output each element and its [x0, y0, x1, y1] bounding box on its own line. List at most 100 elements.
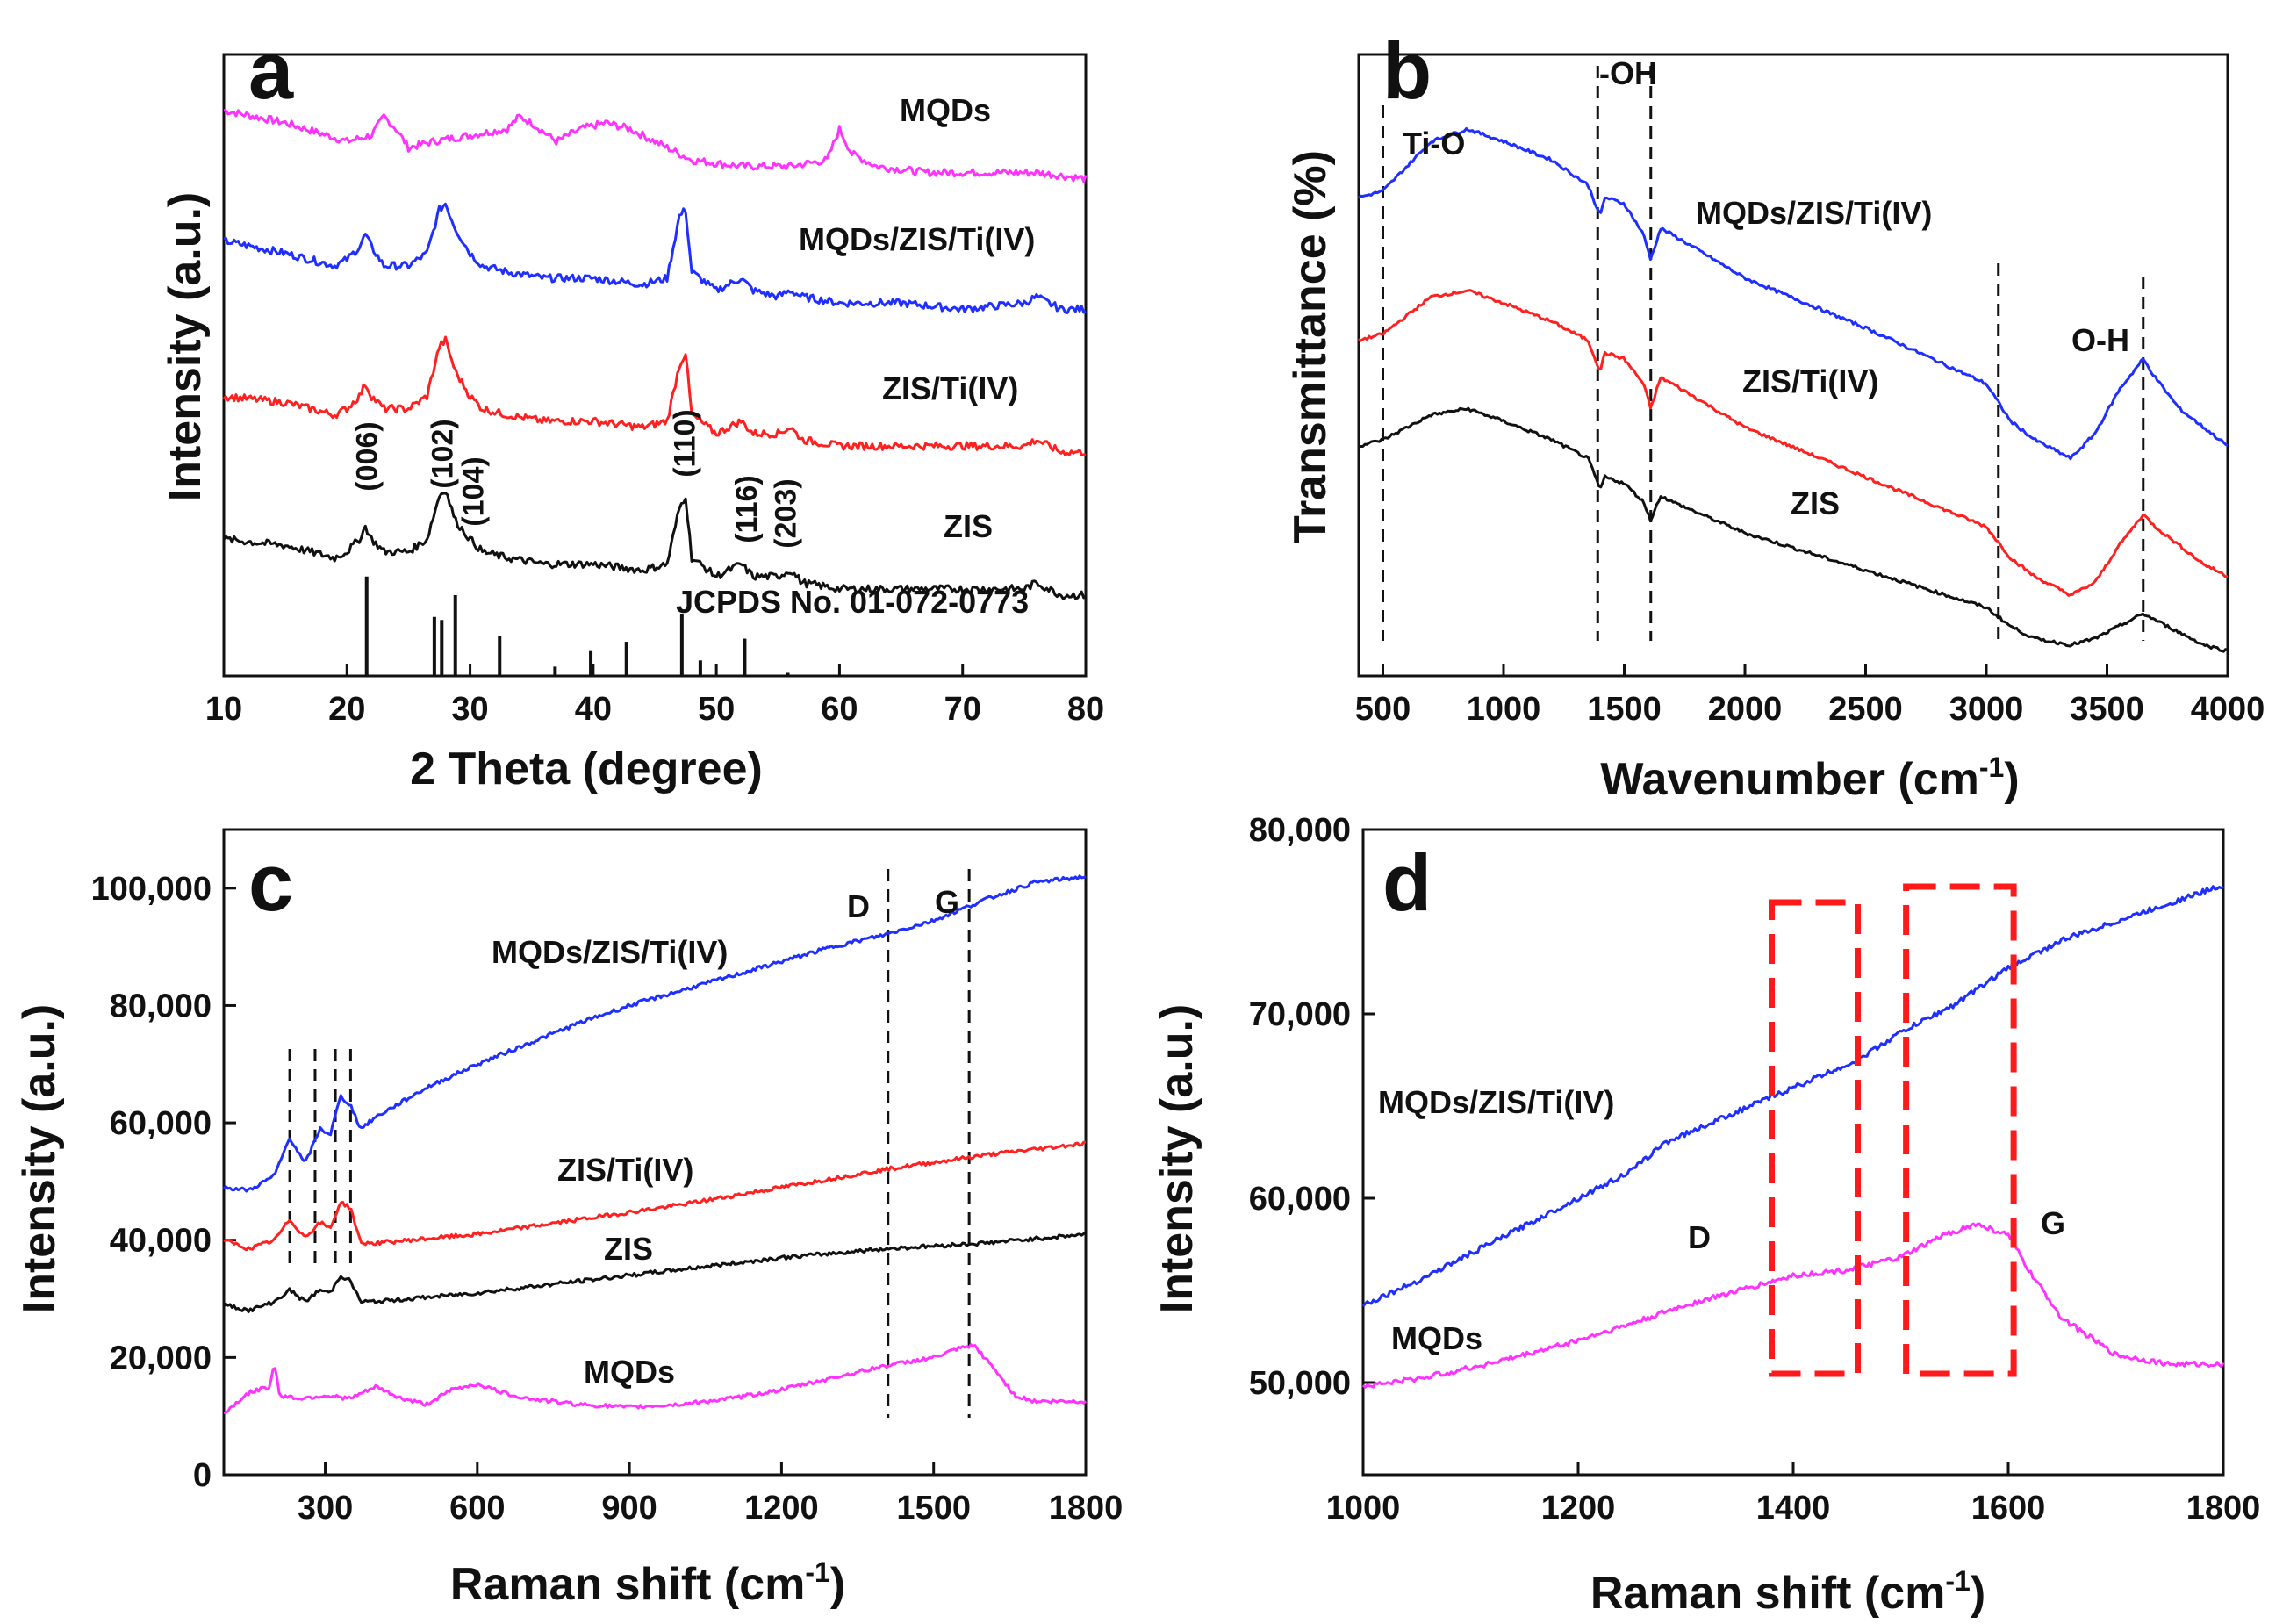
y-tick-label: 40,000	[110, 1223, 212, 1260]
legend-label-zis-ti: ZIS/Ti(IV)	[882, 370, 1018, 406]
legend-d-mqds: MQDs	[1391, 1320, 1482, 1356]
legend-b-zis-ti: ZIS/Ti(IV)	[1742, 363, 1878, 399]
panel-c-xlabel: Raman shift (cm-1)	[450, 1556, 845, 1610]
panel-c-ylabel: Intensity (a.u.)	[14, 1004, 65, 1313]
panel-b-ylabel: Transmittance (%)	[1285, 150, 1336, 543]
peak-label: (102)	[426, 419, 459, 488]
x-tick-label: 600	[449, 1490, 505, 1527]
y-tick-label: 20,000	[110, 1340, 212, 1376]
series-line-mqds	[1361, 1222, 2225, 1389]
panel-d-label: d	[1382, 838, 1432, 928]
highlight-box	[1769, 899, 1861, 1377]
legend-c-mqds-zis-ti: MQDs/ZIS/Ti(IV)	[492, 934, 728, 970]
panel-b-label: b	[1382, 26, 1432, 116]
plot-frame	[1357, 53, 2229, 678]
panel-c-xlabel-end: )	[830, 1559, 845, 1610]
panel-a-labels: a Intensity (a.u.) 2 Theta (degree) MQDs…	[160, 26, 1035, 794]
panel-c-xlabel-sup: -1	[805, 1556, 829, 1588]
peak-label: (203)	[770, 478, 803, 548]
x-tick-label: 1800	[1049, 1490, 1123, 1527]
panel-b-xlabel-end: )	[2004, 754, 2019, 805]
x-tick-label: 80	[1067, 691, 1104, 728]
series-line-zis-ti-iv-	[223, 1140, 1087, 1252]
peak-label: (104)	[456, 456, 490, 526]
series-line-mqds-zis-ti-iv-	[223, 202, 1087, 314]
panel-d-xlabel-main: Raman shift (cm	[1590, 1568, 1946, 1619]
x-tick-label: 70	[944, 691, 981, 728]
annotation-oh-right: O-H	[2071, 322, 2129, 358]
panel-d-ylabel: Intensity (a.u.)	[1152, 1004, 1202, 1313]
y-tick-label: 50,000	[1249, 1365, 1351, 1402]
legend-c-mqds: MQDs	[584, 1354, 675, 1390]
y-tick-label: 80,000	[110, 988, 212, 1024]
y-tick-label: 60,000	[1249, 1181, 1351, 1218]
x-tick-label: 1500	[896, 1490, 971, 1527]
series-line-mqds	[223, 1343, 1088, 1414]
annotation-c-g: G	[935, 884, 959, 920]
peak-label: (006)	[351, 421, 384, 491]
chart-layer: 10 20 30 40 50 60 70 80 (006) (102)(104) (110) (116…	[91, 53, 2265, 1527]
series-line-mqds	[223, 109, 1088, 183]
annotation-oh-top: -OH	[1599, 55, 1657, 91]
axes-panel-c: 300 600 900 1200 1500 1800 0 20,000 40,000 60,000…	[91, 828, 1123, 1527]
legend-label-zis: ZIS	[944, 508, 993, 544]
plot-frame	[1361, 828, 2225, 1477]
x-tick-label: 3500	[2070, 691, 2144, 728]
x-tick-label: 3000	[1949, 691, 2024, 728]
legend-c-zis-ti: ZIS/Ti(IV)	[557, 1152, 693, 1188]
annotation-d-g: G	[2041, 1205, 2065, 1241]
y-tick-label: 60,000	[110, 1105, 212, 1142]
x-tick-label: 10	[205, 691, 242, 728]
series-line-zis	[222, 1232, 1087, 1314]
plot-frame	[222, 53, 1088, 678]
axes-panel-a: 10 20 30 40 50 60 70 80	[205, 53, 1104, 728]
panel-d-xlabel-sup: -1	[1945, 1565, 1970, 1597]
legend-label-mqds-zis-ti: MQDs/ZIS/Ti(IV)	[799, 221, 1035, 257]
panel-b-xlabel: Wavenumber (cm-1)	[1600, 751, 2019, 805]
legend-d-mqds-zis-ti: MQDs/ZIS/Ti(IV)	[1378, 1084, 1614, 1120]
legend-b-mqds-zis-ti: MQDs/ZIS/Ti(IV)	[1696, 195, 1932, 231]
legend-b-zis: ZIS	[1791, 485, 1840, 521]
panel-d-xlabel: Raman shift (cm-1)	[1590, 1565, 1985, 1619]
y-tick-label: 80,000	[1249, 812, 1351, 849]
x-tick-label: 20	[328, 691, 365, 728]
panel-b-xlabel-sup: -1	[1979, 751, 2004, 783]
annotation-c-d: D	[847, 888, 870, 924]
x-tick-label: 4000	[2191, 691, 2265, 728]
y-tick-label: 0	[193, 1457, 212, 1494]
panel-a-xlabel: 2 Theta (degree)	[410, 744, 763, 794]
y-tick-label: 70,000	[1249, 996, 1351, 1033]
highlight-box	[1903, 883, 2017, 1377]
x-tick-label: 30	[451, 691, 488, 728]
x-tick-label: 2500	[1828, 691, 1903, 728]
axes-panel-b: 500 1000 1500 2000 2500 3000 3500 4000	[1355, 53, 2265, 728]
legend-label-mqds: MQDs	[900, 92, 991, 128]
series-line-zis-ti-iv-	[222, 335, 1087, 457]
x-tick-label: 50	[698, 691, 735, 728]
series-line-mqds-zis-ti-iv-	[1357, 127, 2229, 461]
series-line-zis	[222, 492, 1087, 600]
panel-d-labels: d Intensity (a.u.) Raman shift (cm-1) MQ…	[1152, 838, 2065, 1619]
x-tick-label: 1200	[744, 1490, 819, 1527]
panel-b-labels: b Transmittance (%) Wavenumber (cm-1) Ti…	[1285, 26, 2129, 805]
y-tick-label: 100,000	[91, 871, 212, 908]
x-tick-label: 1500	[1587, 691, 1662, 728]
peak-label: (116)	[730, 475, 764, 543]
x-tick-label: 60	[821, 691, 858, 728]
peak-label: (110)	[669, 409, 702, 478]
x-tick-label: 1600	[1971, 1490, 2046, 1527]
x-tick-label: 1000	[1467, 691, 1541, 728]
annotation-d-d: D	[1688, 1219, 1711, 1255]
series-line-zis-ti-iv-	[1357, 289, 2229, 597]
annotation-ti-o: Ti-O	[1403, 126, 1465, 162]
x-tick-label: 40	[575, 691, 612, 728]
panel-c-labels: c Intensity (a.u.) Raman shift (cm-1) MQ…	[14, 838, 959, 1610]
x-tick-label: 500	[1355, 691, 1411, 728]
panel-a-ylabel: Intensity (a.u.)	[160, 192, 211, 501]
panel-c-xlabel-main: Raman shift (cm	[450, 1559, 806, 1610]
panel-d-xlabel-end: )	[1971, 1568, 1985, 1619]
panel-b-xlabel-main: Wavenumber (cm	[1600, 754, 1979, 805]
jcpds-reference-label: JCPDS No. 01-072-0773	[676, 584, 1029, 620]
x-tick-label: 1200	[1541, 1490, 1616, 1527]
